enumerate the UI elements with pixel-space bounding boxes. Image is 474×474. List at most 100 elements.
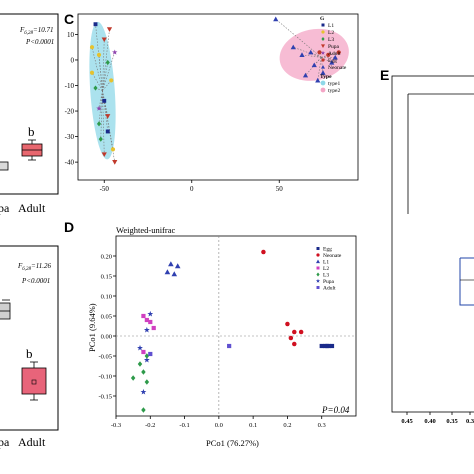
panel-d-point-neonate (261, 249, 266, 255)
panel-c-legend-label: Adult (328, 51, 341, 57)
panel-c-point (308, 49, 314, 55)
panel-c-point (332, 54, 338, 60)
panel-c-legend-marker (321, 44, 325, 48)
panel-d-ticks: -0.3 -0.2 -0.1 0.0 0.1 0.2 0.3 0.20 0.15 0.10 0.05… (98, 253, 325, 429)
panel-d-points (130, 249, 335, 413)
panel-c-xtick-label: -50 (100, 185, 110, 193)
panel-c-point (109, 78, 114, 83)
panel-c-spider-line (305, 57, 322, 76)
panel-c-point (290, 44, 296, 50)
left-bottom-letter-b: b (26, 346, 33, 361)
panel-d-pcoa-plot: -0.3 -0.2 -0.1 0.0 0.1 0.2 0.3 0.20 0.15 0.10 0.05… (98, 235, 357, 429)
panel-c-point (96, 105, 102, 111)
left-bottom-stat-f: F6,28=11.26 (17, 262, 51, 272)
panel-d-point-egg (329, 343, 335, 349)
panel-c-point (96, 121, 102, 127)
left-top-xlabel-adult: Adult (18, 201, 46, 215)
panel-d-point-l3 (144, 379, 150, 385)
panel-c-spider-line (293, 46, 322, 58)
panel-d-point-l1 (164, 269, 171, 275)
panel-d-point-pupa (147, 310, 154, 317)
panel-d-ytick-label: -0.15 (98, 393, 112, 400)
panel-e-dendrogram: 0.45 0.40 0.35 0.3 (391, 75, 474, 425)
panel-c-spider-line (102, 52, 116, 91)
panel-c-ytick-label: 0 (71, 56, 75, 64)
panel-d-legend-marker (315, 278, 321, 283)
panel-c-frame (77, 13, 359, 181)
left-bottom-frame (0, 245, 59, 431)
panel-c-point (315, 77, 321, 83)
panel-c-xtick-label: 50 (276, 185, 284, 193)
panel-c-spider-line (321, 57, 332, 63)
panel-c-legend-label: L1 (328, 23, 334, 29)
panel-d-ytick-label: -0.05 (98, 353, 112, 360)
panel-d-point-neonate (292, 329, 297, 335)
panel-d-point-l2 (148, 319, 153, 325)
panel-d-xtick-label: 0.0 (215, 422, 223, 429)
panel-c-point (105, 114, 111, 119)
panel-d-legend-label: Pupa (323, 279, 335, 285)
panel-c-point (317, 50, 322, 55)
panel-c-point (101, 152, 107, 158)
panel-c-spider-line (98, 90, 103, 124)
panel-c-point (106, 27, 113, 32)
panel-d-xtick-label: -0.3 (111, 422, 121, 429)
panel-d-legend-label: L2 (323, 266, 329, 272)
left-top-frame (0, 13, 59, 195)
panel-c-legend-marker (321, 37, 325, 41)
panel-d-xtick-label: -0.1 (179, 422, 189, 429)
panel-c-points (89, 16, 341, 165)
panel-d-point-neonate (292, 341, 297, 347)
panel-d-point-pupa (143, 356, 150, 363)
panel-e-frame (391, 75, 474, 413)
panel-d-reference-lines (116, 236, 356, 416)
panel-d-xtick-label: 0.1 (249, 422, 257, 429)
panel-d-xlabel: PCo1 (76.27%) (206, 438, 259, 448)
panel-d-xtick-label: 0.2 (283, 422, 291, 429)
panel-d-point-l1 (168, 261, 174, 267)
panel-d-point-l2 (141, 313, 146, 319)
panel-d-legend-marker (316, 286, 320, 289)
panel-d-point-l1 (171, 271, 178, 277)
panel-d-point-l2 (151, 325, 156, 331)
panel-c-spider-line (320, 57, 324, 73)
panel-e-tick-label: 0.3 (466, 418, 474, 425)
panel-d-point-neonate (298, 329, 304, 335)
panel-c-point (101, 37, 107, 43)
panel-d-point-pupa (143, 326, 150, 333)
panel-d-point-adult (227, 343, 232, 349)
left-top-stat-p: P<0.0001 (25, 38, 54, 46)
panel-c-legend-marker (321, 58, 325, 62)
panel-c-xtick-label: 0 (190, 185, 194, 193)
left-top-letter-b: b (28, 124, 35, 139)
panel-d-legend-marker (316, 266, 320, 270)
panel-d-ytick-label: 0.15 (101, 273, 112, 280)
panel-c-type-marker (320, 80, 326, 86)
panel-d-ytick-label: 0.00 (101, 333, 112, 340)
panel-c-legend-marker (321, 23, 325, 27)
panel-d-ytick-label: 0.20 (101, 253, 112, 260)
left-top-xlabel-pupa: pa (0, 201, 10, 215)
panel-c-point (299, 52, 305, 57)
panel-d-legend-label: L1 (323, 260, 329, 266)
panel-e-tick-label: 0.45 (401, 418, 413, 425)
panel-c-point (320, 70, 326, 75)
panel-c-point (93, 85, 98, 91)
panel-c-point (102, 98, 107, 103)
panel-c-spider-line (275, 18, 322, 58)
panel-d-point-l3 (137, 361, 143, 367)
left-bottom-mean-marker (31, 379, 37, 385)
panel-e-axis-ticks: 0.45 0.40 0.35 0.3 (401, 412, 474, 425)
panel-c-legend-label: L3 (328, 37, 334, 43)
panel-c-spider-line (102, 29, 110, 91)
panel-c-point (89, 45, 95, 50)
panel-d-point-pupa (137, 344, 143, 351)
panel-c-legend-label: L2 (328, 30, 334, 36)
panel-d-subtitle: Weighted-unifrac (116, 225, 175, 235)
panel-c-point (105, 129, 110, 134)
panel-d-legend-marker (316, 247, 320, 250)
panel-c-legend-label: Neonate (328, 65, 347, 71)
panel-d-legend-label: L3 (323, 273, 329, 279)
